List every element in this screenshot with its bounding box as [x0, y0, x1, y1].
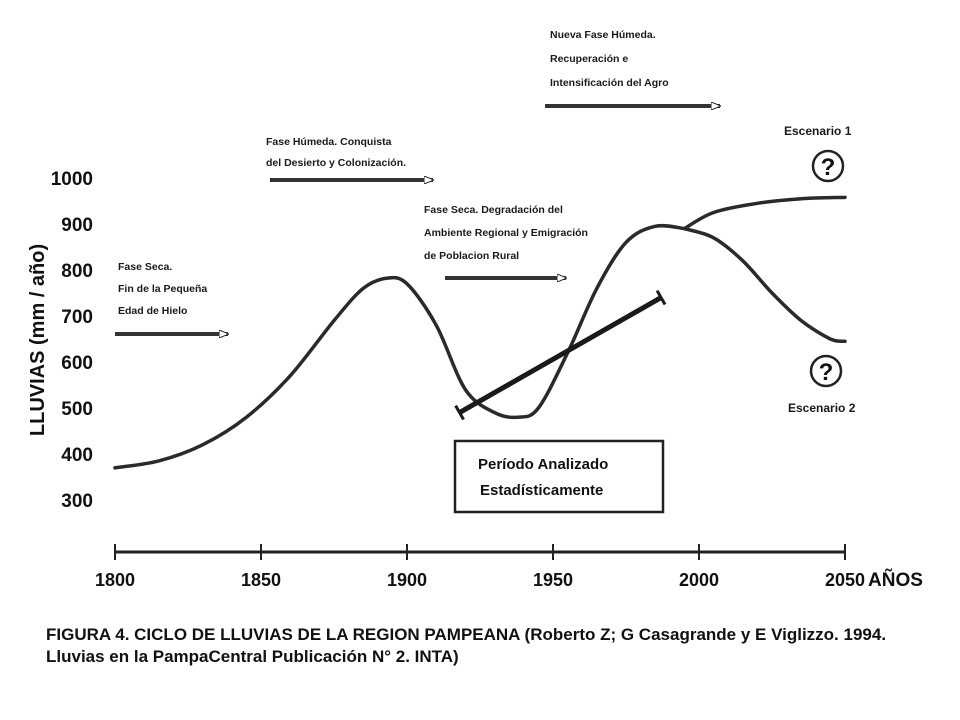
phase4-label: Nueva Fase Húmeda. Recuperación e Intens…	[550, 29, 669, 89]
phase1-line2: Fin de la Pequeña	[118, 283, 207, 295]
x-tick-labels: 1800 1850 1900 1950 2000 2050	[95, 544, 865, 590]
trend-line-cap-end	[655, 289, 667, 306]
x-axis-label: AÑOS	[868, 569, 923, 591]
x-tick-label: 2000	[679, 570, 719, 590]
y-tick-label: 400	[61, 445, 93, 466]
x-tick-label: 2050	[825, 570, 865, 590]
scenario2-question-circle	[809, 354, 843, 388]
y-tick-label: 500	[61, 399, 93, 420]
scenario2-question-mark: ?	[819, 359, 834, 386]
analysis-period-line1: Período Analizado	[478, 456, 608, 473]
phase1-label: Fase Seca. Fin de la Pequeña Edad de Hie…	[118, 261, 210, 317]
series-scenario2-curve	[682, 226, 847, 344]
phase4-line1: Nueva Fase Húmeda.	[550, 29, 656, 41]
x-tick-label: 1850	[241, 570, 281, 590]
y-tick-label: 900	[61, 215, 93, 236]
y-tick-label: 700	[61, 307, 93, 328]
scenario1-label: Escenario 1	[784, 124, 852, 138]
x-tick-label: 1900	[387, 570, 427, 590]
phase3-line3: de Poblacion Rural	[424, 250, 519, 262]
y-tick-label: 1000	[51, 169, 93, 190]
phase3-line2: Ambiente Regional y Emigración	[424, 227, 588, 239]
scenario1-question-circle	[811, 149, 845, 183]
analysis-period-line2: Estadísticamente	[480, 482, 603, 499]
figure-caption: FIGURA 4. CICLO DE LLUVIAS DE LA REGION …	[46, 625, 887, 666]
phase4-line2: Recuperación e	[550, 53, 628, 65]
y-axis-label: LLUVIAS (mm / año)	[27, 244, 49, 436]
analysis-period-label: Período Analizado Estadísticamente	[478, 456, 612, 499]
phase3-line1: Fase Seca. Degradación del	[424, 204, 563, 216]
y-tick-label: 300	[61, 491, 93, 512]
scenario2-label: Escenario 2	[788, 401, 856, 415]
trend-line	[458, 295, 663, 415]
series-scenario1-curve	[682, 195, 847, 231]
y-tick-labels: 1000 900 800 700 600 500 400 300	[51, 169, 93, 512]
analysis-period-box	[453, 439, 665, 514]
series-main-curve	[113, 223, 687, 470]
x-tick-label: 1950	[533, 570, 573, 590]
scenario1-question-mark: ?	[821, 154, 836, 181]
phase2-line1: Fase Húmeda. Conquista	[266, 136, 392, 148]
x-tick-label: 1800	[95, 570, 135, 590]
trend-line-cap-start	[454, 404, 465, 421]
y-tick-label: 600	[61, 353, 93, 374]
phase3-label: Fase Seca. Degradación del Ambiente Regi…	[424, 204, 591, 262]
phase2-label: Fase Húmeda. Conquista del Desierto y Co…	[266, 136, 406, 169]
y-tick-label: 800	[61, 261, 93, 282]
phase1-line3: Edad de Hielo	[118, 305, 187, 317]
phase2-line2: del Desierto y Colonización.	[266, 157, 406, 169]
phase4-line3: Intensificación del Agro	[550, 77, 669, 89]
phase1-line1: Fase Seca.	[118, 261, 172, 273]
